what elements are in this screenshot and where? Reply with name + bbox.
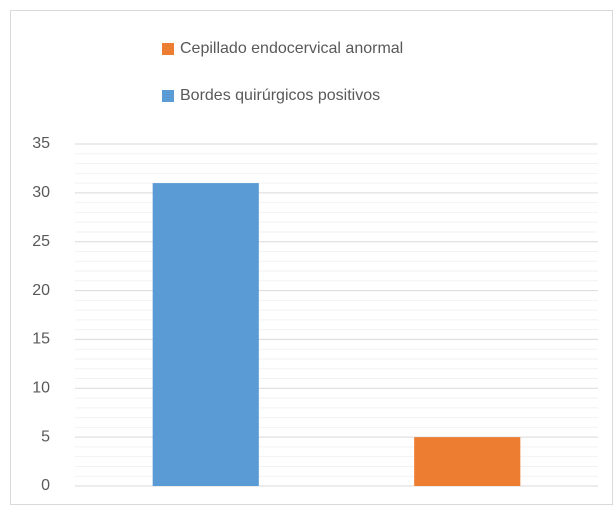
legend-swatch (162, 90, 174, 102)
chart-frame (10, 10, 613, 505)
y-tick-label: 0 (41, 477, 50, 494)
y-tick-label: 10 (32, 380, 50, 397)
legend-label: Cepillado endocervical anormal (180, 40, 403, 57)
legend-swatch (162, 43, 174, 55)
y-tick-label: 20 (32, 282, 50, 299)
bar (414, 437, 521, 486)
y-tick-label: 15 (32, 331, 50, 348)
y-tick-label: 25 (32, 233, 50, 250)
y-tick-label: 35 (32, 135, 50, 152)
bar (152, 183, 259, 487)
y-tick-label: 5 (41, 428, 50, 445)
y-tick-label: 30 (32, 184, 50, 201)
legend-label: Bordes quirúrgicos positivos (180, 87, 380, 104)
